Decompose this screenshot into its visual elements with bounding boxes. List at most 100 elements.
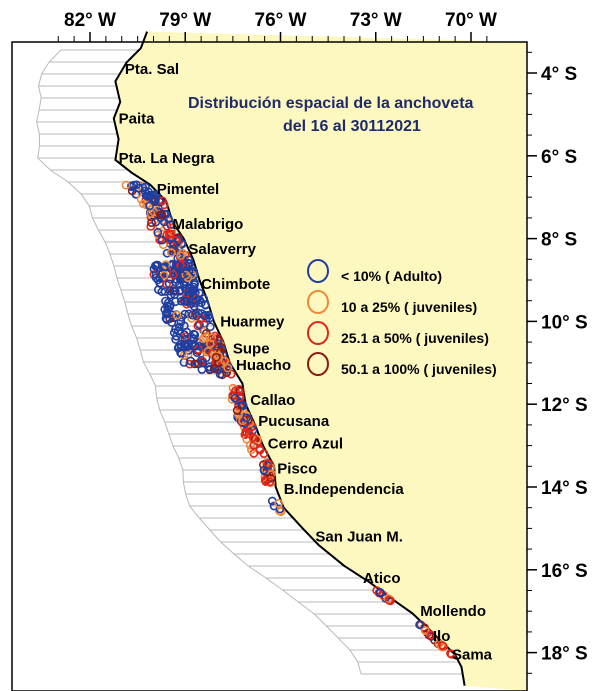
latitude-label: 4° S bbox=[541, 64, 577, 85]
sample-point bbox=[153, 227, 163, 237]
sample-point bbox=[176, 296, 186, 306]
legend-label: 25.1 a 50% ( juveniles) bbox=[341, 330, 489, 346]
sample-point bbox=[163, 304, 173, 314]
sample-point bbox=[198, 334, 208, 344]
longitude-label: 70° W bbox=[445, 10, 497, 31]
place-label: Cerro Azul bbox=[268, 436, 343, 453]
sample-point bbox=[230, 393, 240, 403]
latitude-label: 14° S bbox=[541, 478, 588, 499]
sample-point bbox=[162, 248, 172, 258]
sample-point bbox=[179, 330, 189, 339]
longitude-label: 82° W bbox=[64, 10, 116, 31]
place-label: Salaverry bbox=[188, 241, 256, 258]
place-label: Pucusana bbox=[258, 413, 330, 430]
sample-point bbox=[161, 309, 171, 319]
sample-point bbox=[150, 195, 160, 205]
sample-point bbox=[259, 465, 269, 475]
sample-point bbox=[248, 433, 258, 443]
sample-point bbox=[172, 261, 182, 270]
sample-point bbox=[255, 445, 265, 455]
sample-point bbox=[242, 413, 251, 423]
latitude-labels: 4° S 6° S 8° S 10° S 12° S 14° S 16° S 18° S bbox=[541, 64, 588, 665]
sample-point bbox=[157, 287, 167, 297]
sample-point bbox=[275, 504, 285, 514]
sample-point bbox=[438, 641, 448, 651]
sample-point bbox=[179, 279, 189, 289]
sample-point bbox=[168, 270, 178, 280]
sample-point bbox=[238, 401, 248, 410]
sample-point bbox=[155, 210, 165, 220]
place-label: Malabrigo bbox=[173, 216, 244, 233]
sample-point bbox=[210, 364, 219, 373]
legend: < 10% ( Adulto) 10 a 25% ( juveniles) 25.1… bbox=[307, 259, 497, 377]
latitude-label: 10° S bbox=[541, 312, 588, 333]
sample-point bbox=[146, 221, 156, 231]
sample-point bbox=[161, 313, 171, 323]
legend-symbol bbox=[307, 290, 329, 314]
sample-point bbox=[189, 285, 199, 295]
sample-point bbox=[159, 270, 169, 280]
place-label: San Juan M. bbox=[315, 529, 403, 546]
place-label: B.Independencia bbox=[284, 481, 405, 498]
sample-point bbox=[198, 358, 208, 368]
sample-point bbox=[447, 649, 456, 659]
sample-point bbox=[183, 338, 193, 348]
sample-point bbox=[258, 460, 268, 470]
place-label: Callao bbox=[250, 392, 295, 409]
sample-point bbox=[211, 352, 221, 362]
longitude-label: 79° W bbox=[159, 10, 211, 31]
sample-point bbox=[142, 191, 152, 201]
legend-label: 50.1 a 100% ( juveniles) bbox=[341, 361, 497, 377]
place-label: Ilo bbox=[433, 628, 451, 645]
place-label: Mollendo bbox=[420, 603, 486, 620]
place-label: Pimentel bbox=[157, 181, 220, 198]
place-label: Pisco bbox=[277, 460, 317, 477]
sample-point bbox=[159, 262, 169, 272]
sample-point bbox=[190, 341, 200, 351]
place-labels: Pta. Sal Paita Pta. La Negra Pimentel Malabr… bbox=[119, 61, 493, 664]
sample-point bbox=[121, 180, 131, 190]
sample-point bbox=[274, 498, 283, 508]
latitude-label: 12° S bbox=[541, 395, 588, 416]
place-label: Sama bbox=[452, 647, 493, 664]
sample-point bbox=[171, 324, 180, 334]
place-label: Huarmey bbox=[220, 313, 285, 330]
sample-point bbox=[252, 434, 262, 444]
sample-point bbox=[232, 405, 242, 415]
sample-point bbox=[222, 368, 231, 377]
sample-point bbox=[420, 626, 430, 635]
sample-point bbox=[160, 304, 170, 314]
place-label: Huacho bbox=[236, 357, 291, 374]
sample-point bbox=[223, 363, 233, 373]
sample-point bbox=[205, 339, 215, 349]
sample-point bbox=[188, 310, 197, 320]
sample-point bbox=[205, 364, 215, 374]
sample-point bbox=[246, 445, 256, 454]
sample-point bbox=[199, 311, 209, 320]
sample-point bbox=[220, 356, 230, 366]
place-label: Supe bbox=[233, 340, 270, 357]
sample-point bbox=[194, 320, 204, 330]
sample-point bbox=[263, 459, 273, 468]
legend-label: 10 a 25% ( juveniles) bbox=[341, 299, 477, 315]
place-label: Chimbote bbox=[201, 276, 270, 293]
axis-ticks bbox=[57, 32, 537, 674]
latitude-label: 16° S bbox=[541, 561, 588, 582]
sample-point bbox=[190, 330, 200, 340]
sample-point bbox=[140, 182, 150, 192]
sample-point bbox=[265, 477, 275, 487]
sample-point bbox=[228, 391, 238, 401]
sample-point bbox=[205, 322, 215, 332]
legend-symbol bbox=[307, 321, 329, 345]
sample-point bbox=[241, 427, 251, 436]
sample-point bbox=[176, 348, 185, 358]
latitude-label: 18° S bbox=[541, 644, 588, 665]
sample-point bbox=[170, 286, 180, 296]
sample-point bbox=[145, 201, 154, 211]
sample-point bbox=[376, 588, 385, 598]
sample-point bbox=[176, 317, 186, 327]
sample-point bbox=[207, 333, 217, 343]
sample-point bbox=[147, 218, 156, 227]
sample-point bbox=[177, 270, 187, 280]
